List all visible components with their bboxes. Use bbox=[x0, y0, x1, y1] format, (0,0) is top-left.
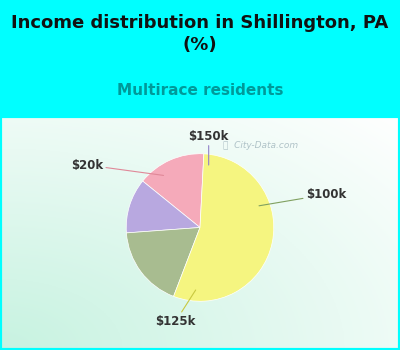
Text: ⓘ  City-Data.com: ⓘ City-Data.com bbox=[223, 141, 298, 150]
Wedge shape bbox=[126, 181, 200, 233]
Text: Multirace residents: Multirace residents bbox=[117, 83, 283, 98]
Text: $100k: $100k bbox=[259, 188, 346, 206]
Text: Income distribution in Shillington, PA
(%): Income distribution in Shillington, PA (… bbox=[11, 14, 389, 55]
Wedge shape bbox=[143, 154, 204, 228]
Text: $20k: $20k bbox=[71, 159, 164, 175]
Text: $150k: $150k bbox=[188, 130, 229, 165]
Wedge shape bbox=[126, 228, 200, 296]
Text: $125k: $125k bbox=[156, 290, 196, 328]
Wedge shape bbox=[174, 154, 274, 301]
